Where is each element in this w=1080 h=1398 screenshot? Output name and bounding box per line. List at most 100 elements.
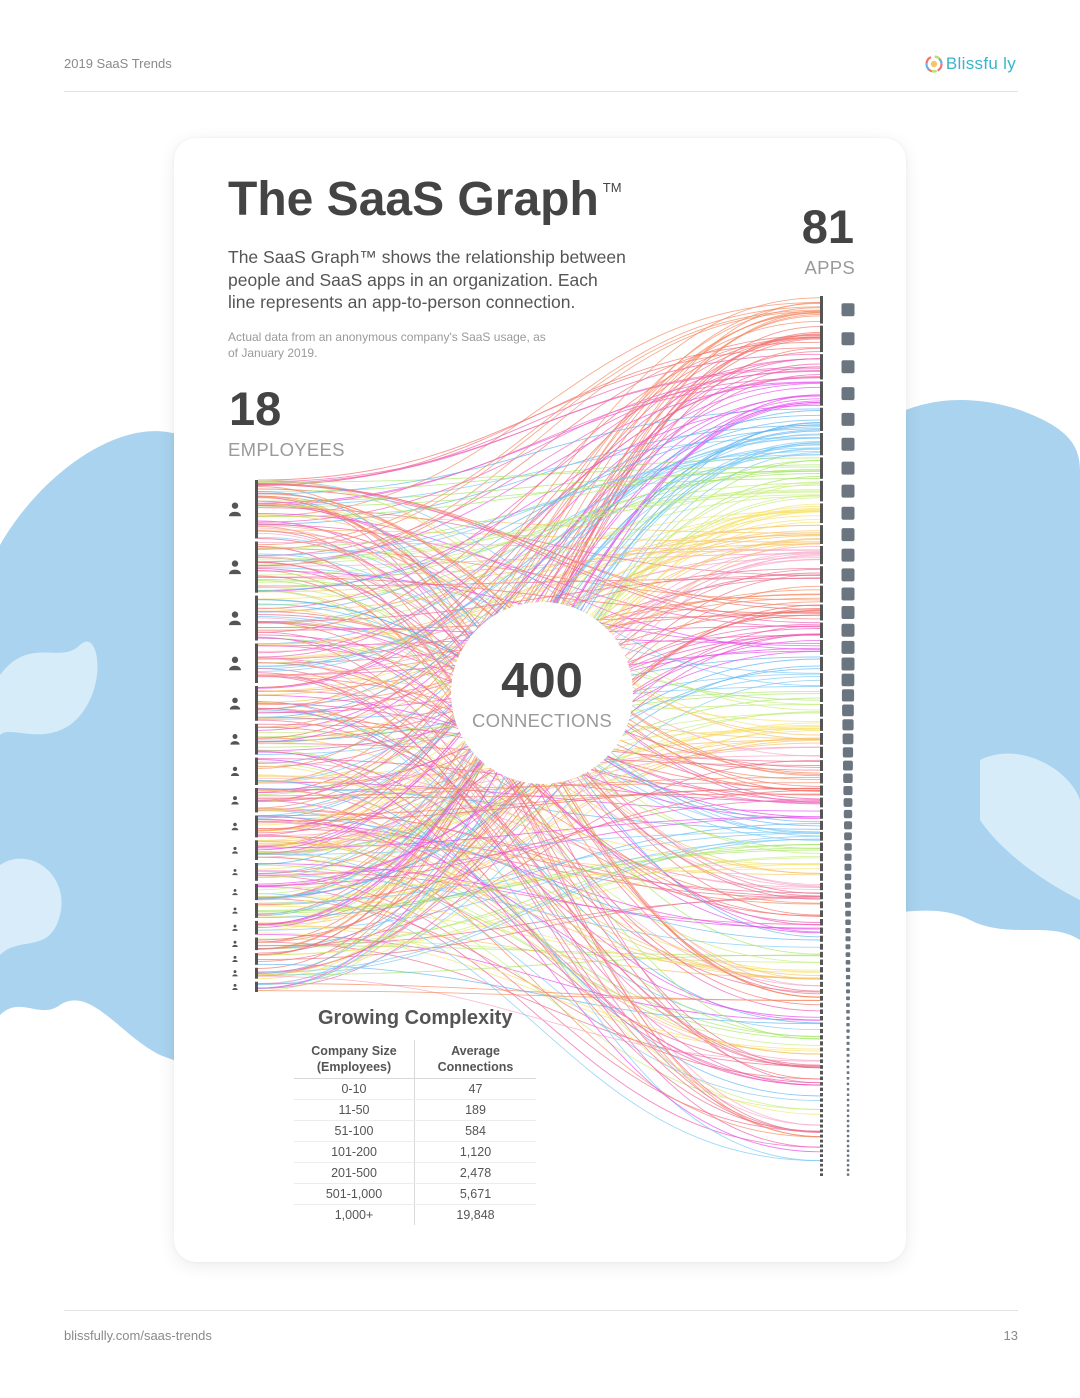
person-icon-head	[231, 656, 239, 664]
connection-line	[257, 306, 821, 546]
connection-line	[257, 851, 821, 1101]
table-row: 11-50 189	[294, 1099, 536, 1121]
person-icon-body	[232, 893, 238, 896]
connection-line	[257, 347, 821, 481]
app-square	[846, 1139, 850, 1143]
company-size-cell: 201-500	[294, 1162, 415, 1184]
employee-bar	[255, 981, 258, 992]
app-square	[844, 873, 852, 881]
app-bar	[820, 853, 823, 862]
connection-line	[257, 351, 821, 832]
connection-line	[257, 838, 821, 977]
connection-line	[257, 408, 821, 495]
connection-line	[257, 835, 821, 899]
footer-url[interactable]: blissfully.com/saas-trends	[64, 1328, 212, 1343]
connection-line	[257, 674, 821, 1066]
connection-line	[257, 309, 821, 550]
person-icon	[229, 656, 241, 671]
app-square	[841, 303, 855, 317]
employee-bar	[255, 953, 258, 965]
graph-title: The SaaS Graph TM	[228, 173, 622, 226]
employee-bar	[255, 937, 258, 951]
person-icon	[230, 766, 240, 777]
page-header: 2019 SaaS Trends Blissfu ly	[64, 0, 1018, 92]
person-icon-head	[233, 822, 237, 827]
app-bar	[820, 820, 823, 830]
employee-bar	[255, 840, 258, 860]
app-bar	[820, 1002, 823, 1008]
connection-line	[257, 749, 821, 1038]
connection-line	[257, 363, 821, 836]
person-icon	[229, 560, 241, 575]
person-icon-body	[230, 741, 240, 745]
app-bar	[820, 873, 823, 881]
app-square	[844, 892, 851, 899]
connection-line	[257, 524, 821, 645]
app-square	[846, 1093, 850, 1096]
connection-line	[257, 925, 821, 979]
person-icon-body	[229, 705, 241, 710]
app-square	[845, 960, 851, 965]
app-bar	[820, 935, 823, 942]
sky-right-decoration	[860, 400, 1080, 940]
app-bar	[820, 457, 823, 479]
connection-line	[257, 799, 821, 886]
app-square	[841, 657, 855, 671]
app-bar	[820, 1163, 823, 1167]
app-bar	[820, 718, 823, 731]
person-icon-head	[233, 907, 237, 911]
person-icon-body	[232, 944, 238, 947]
connection-line	[257, 302, 821, 803]
connection-line	[257, 382, 821, 563]
app-square	[841, 606, 855, 619]
person-icon-body	[232, 911, 238, 914]
avg-connections-cell: 5,671	[414, 1183, 536, 1205]
person-icon	[232, 888, 238, 896]
connection-line	[257, 807, 821, 905]
brand[interactable]: Blissfu ly	[925, 54, 1016, 74]
connection-line	[257, 454, 821, 672]
app-bar	[820, 1134, 823, 1138]
app-bar	[820, 1093, 823, 1097]
app-bar	[820, 1035, 823, 1040]
app-bar	[820, 951, 823, 958]
person-icon	[230, 734, 240, 745]
avg-connections-cell: 47	[414, 1078, 536, 1100]
person-icon-body	[232, 851, 238, 854]
app-square	[846, 1168, 850, 1172]
employee-nodes	[255, 480, 258, 992]
app-square	[841, 623, 855, 637]
apps-count: 81	[801, 200, 854, 253]
app-bar	[820, 585, 823, 603]
app-bar	[820, 546, 823, 565]
person-icon-head	[232, 697, 238, 704]
person-icon	[232, 868, 238, 876]
app-bar	[820, 1139, 823, 1143]
connection-line	[257, 625, 821, 973]
app-bar	[820, 1087, 823, 1092]
app-square	[846, 1047, 850, 1051]
app-square	[843, 760, 853, 771]
avg-connections-cell: 2,478	[414, 1162, 536, 1184]
app-square	[843, 786, 853, 796]
employee-bar	[255, 788, 258, 813]
app-bar	[820, 1076, 823, 1081]
app-bar	[820, 1173, 823, 1176]
person-icon-body	[232, 960, 238, 963]
company-size-cell: 101-200	[294, 1141, 415, 1163]
app-bar	[820, 927, 823, 934]
company-size-cell: 0-10	[294, 1078, 415, 1100]
app-square	[846, 996, 850, 1001]
app-bar	[820, 988, 823, 994]
blissfully-logo-icon	[925, 55, 943, 73]
app-square	[846, 1059, 850, 1063]
connection-line	[257, 847, 821, 914]
app-bar	[820, 746, 823, 758]
company-size-cell: 1,000+	[294, 1204, 415, 1225]
app-square	[841, 640, 855, 654]
app-square	[841, 461, 855, 475]
app-bar	[820, 381, 823, 406]
person-icon-body	[232, 988, 238, 991]
column-header-company-size: Company Size (Employees)	[294, 1040, 415, 1079]
